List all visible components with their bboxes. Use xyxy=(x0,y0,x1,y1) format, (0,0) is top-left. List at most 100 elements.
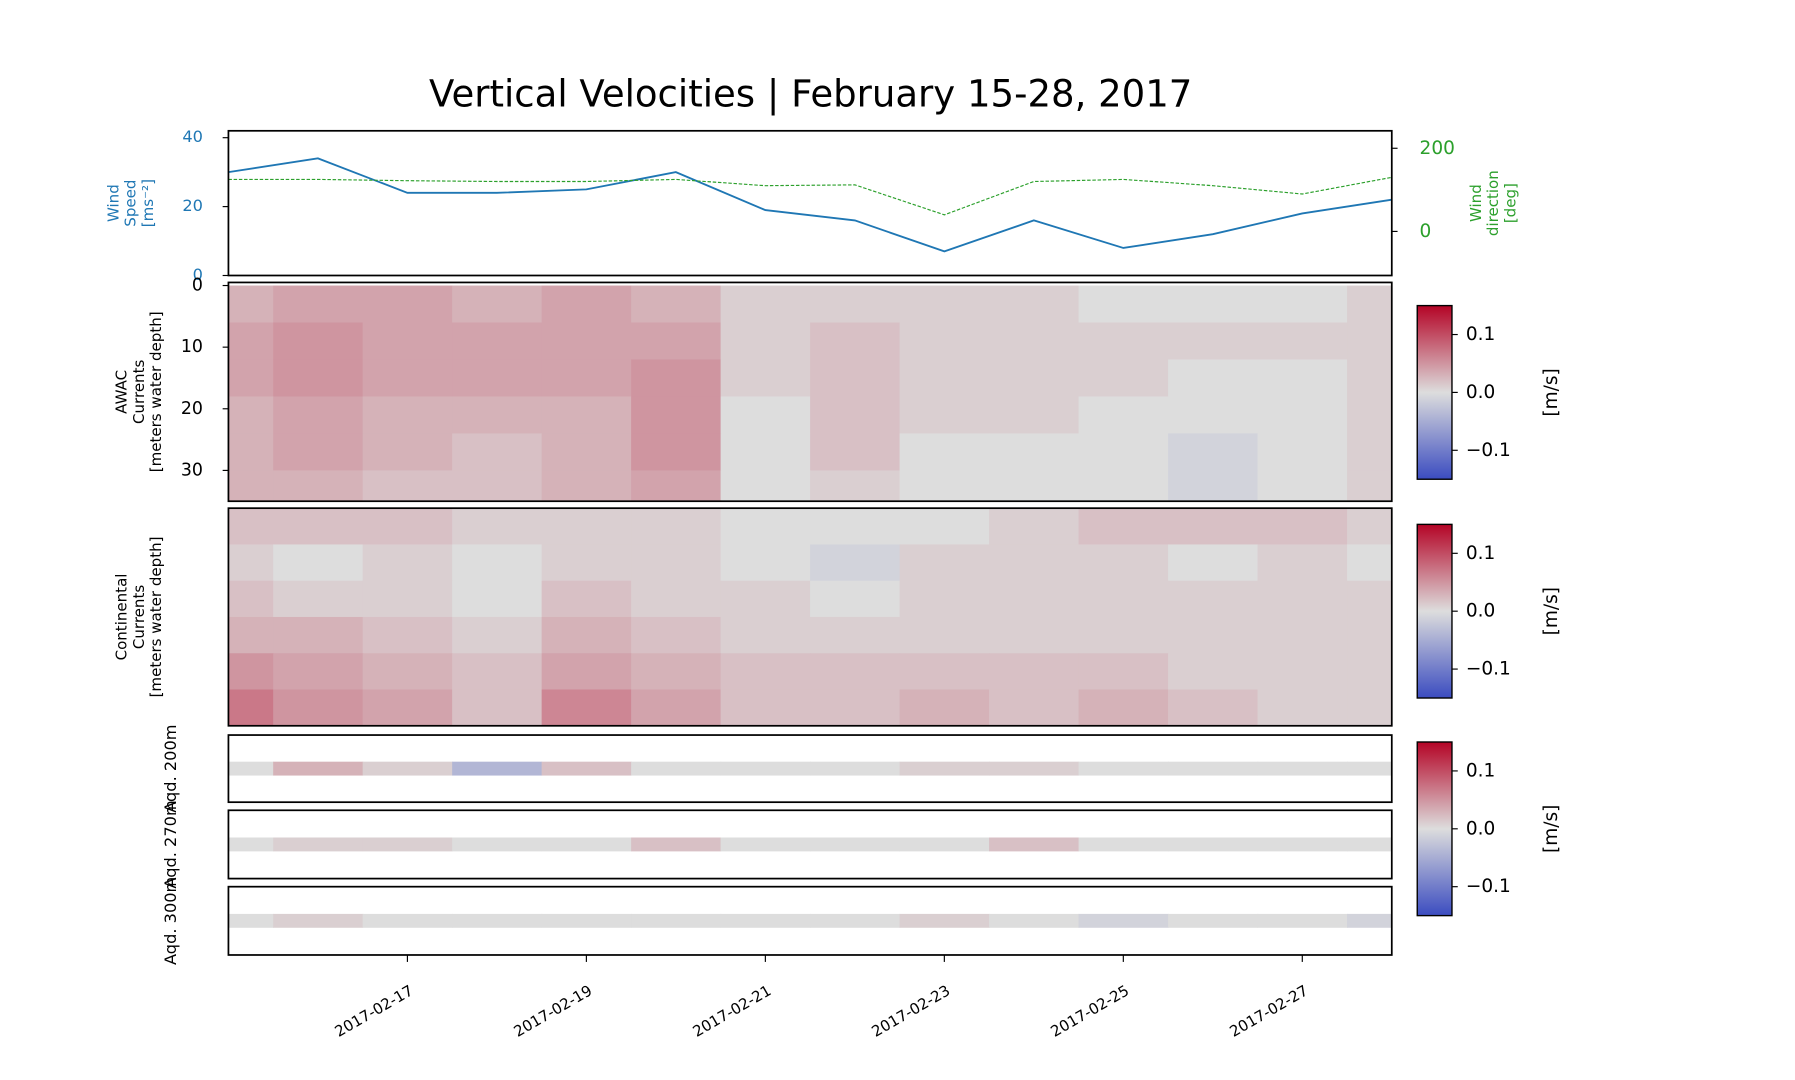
velocity-cell xyxy=(362,470,453,502)
velocity-cell xyxy=(1257,396,1348,435)
velocity-cell xyxy=(1078,470,1169,502)
velocity-cell xyxy=(541,653,632,691)
y-axis-label: [deg] xyxy=(1502,183,1520,223)
velocity-cell xyxy=(1168,396,1259,435)
velocity-cell xyxy=(228,653,274,691)
velocity-cell xyxy=(362,580,453,618)
velocity-cell xyxy=(1168,761,1259,776)
velocity-cell xyxy=(362,433,453,471)
velocity-cell xyxy=(899,470,990,502)
y-tick-label: 20 xyxy=(182,196,203,215)
colorbar-tick-label: 0.1 xyxy=(1466,324,1495,345)
x-tick-label: 2017-02-27 xyxy=(1227,981,1312,1040)
velocity-cell xyxy=(1168,580,1259,618)
velocity-cell xyxy=(1347,544,1392,582)
velocity-cell xyxy=(899,761,990,776)
velocity-cell xyxy=(989,396,1080,435)
velocity-cell xyxy=(720,616,811,654)
velocity-cell xyxy=(631,653,722,691)
colorbar-tick-label: −0.1 xyxy=(1466,659,1511,680)
velocity-cell xyxy=(1347,913,1392,928)
velocity-cell xyxy=(1078,359,1169,398)
panel-frame xyxy=(227,281,1393,503)
velocity-cell xyxy=(1347,359,1392,398)
y-axis-label: Wind xyxy=(1467,184,1485,222)
velocity-cell xyxy=(228,580,274,618)
velocity-cell xyxy=(899,508,990,546)
y-axis-label: Aqd. 200m xyxy=(161,724,180,812)
y-axis-label: Currents xyxy=(130,360,148,424)
velocity-cell xyxy=(1078,433,1169,471)
velocity-cell xyxy=(541,761,632,776)
velocity-cell xyxy=(1257,761,1348,776)
velocity-cell xyxy=(720,837,811,852)
velocity-cell xyxy=(228,913,274,928)
velocity-cell xyxy=(541,433,632,471)
velocity-cell xyxy=(541,508,632,546)
velocity-cell xyxy=(810,653,901,691)
velocity-cell xyxy=(1168,837,1259,852)
velocity-cell xyxy=(228,470,274,502)
velocity-cell xyxy=(631,580,722,618)
velocity-cell xyxy=(720,396,811,435)
panel-frame xyxy=(227,734,1393,804)
colorbar-tick-label: −0.1 xyxy=(1466,876,1511,897)
velocity-cell xyxy=(989,285,1080,324)
velocity-cell xyxy=(452,396,543,435)
velocity-cell xyxy=(452,285,543,324)
velocity-cell xyxy=(810,689,901,726)
velocity-cell xyxy=(452,433,543,471)
y-axis-label: Speed xyxy=(122,180,140,227)
velocity-cell xyxy=(273,285,364,324)
velocity-cell xyxy=(228,508,274,546)
velocity-cell xyxy=(631,508,722,546)
velocity-cell xyxy=(362,322,453,361)
velocity-cell xyxy=(273,689,364,726)
velocity-cell xyxy=(1257,322,1348,361)
velocity-cell xyxy=(899,285,990,324)
panel-frame xyxy=(227,885,1393,956)
colorbar xyxy=(1416,523,1453,699)
velocity-cell xyxy=(1078,653,1169,691)
velocity-cell xyxy=(273,322,364,361)
velocity-cell xyxy=(362,285,453,324)
velocity-cell xyxy=(631,359,722,398)
velocity-cell xyxy=(541,322,632,361)
velocity-cell xyxy=(1168,433,1259,471)
velocity-cell xyxy=(452,653,543,691)
x-tick-label: 2017-02-25 xyxy=(1048,981,1133,1040)
velocity-cell xyxy=(228,433,274,471)
velocity-cell xyxy=(720,544,811,582)
velocity-cell xyxy=(810,616,901,654)
colorbar-tick-label: 0.0 xyxy=(1466,818,1495,839)
colorbar-tick-label: 0.0 xyxy=(1466,382,1495,403)
velocity-cell xyxy=(1347,470,1392,502)
velocity-cell xyxy=(899,837,990,852)
series-line xyxy=(228,157,1392,253)
velocity-cell xyxy=(1168,913,1259,928)
velocity-cell xyxy=(631,544,722,582)
velocity-cell xyxy=(989,837,1080,852)
velocity-cell xyxy=(1078,913,1169,928)
colorbar-tick-label: 0.1 xyxy=(1466,543,1495,564)
velocity-cell xyxy=(810,544,901,582)
velocity-cell xyxy=(1347,433,1392,471)
velocity-cell xyxy=(1078,761,1169,776)
velocity-cell xyxy=(720,508,811,546)
velocity-cell xyxy=(1078,837,1169,852)
velocity-cell xyxy=(720,689,811,726)
velocity-cell xyxy=(1078,544,1169,582)
velocity-cell xyxy=(1257,580,1348,618)
velocity-cell xyxy=(1257,508,1348,546)
velocity-cell xyxy=(810,359,901,398)
velocity-cell xyxy=(1257,470,1348,502)
y-tick-label: 30 xyxy=(181,460,203,480)
y2-tick-label: 200 xyxy=(1420,138,1455,159)
velocity-cell xyxy=(1168,285,1259,324)
velocity-cell xyxy=(720,285,811,324)
velocity-cell xyxy=(362,616,453,654)
velocity-cell xyxy=(899,580,990,618)
velocity-cell xyxy=(1347,322,1392,361)
velocity-cell xyxy=(899,689,990,726)
